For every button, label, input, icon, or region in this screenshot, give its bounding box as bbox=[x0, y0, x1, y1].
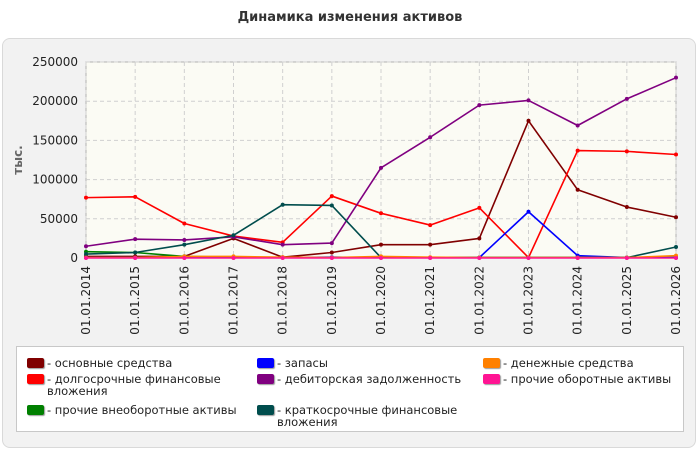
x-tick-label: 01.01.2019 bbox=[325, 266, 339, 335]
data-point bbox=[526, 98, 531, 103]
data-point bbox=[575, 123, 580, 128]
data-point bbox=[575, 187, 580, 192]
data-point bbox=[674, 256, 678, 260]
legend-swatch bbox=[27, 405, 44, 415]
y-tick-label: 150000 bbox=[32, 133, 78, 147]
data-point bbox=[329, 194, 334, 199]
data-point bbox=[526, 209, 531, 214]
x-tick-label: 01.01.2014 bbox=[79, 266, 93, 335]
data-point bbox=[84, 244, 88, 249]
data-point bbox=[231, 233, 236, 238]
data-point bbox=[575, 148, 580, 153]
data-point bbox=[526, 118, 531, 123]
data-point bbox=[624, 96, 629, 101]
data-point bbox=[674, 215, 678, 220]
y-tick-label: 50000 bbox=[40, 212, 78, 226]
x-tick-label: 01.01.2021 bbox=[423, 266, 437, 335]
x-tick-label: 01.01.2026 bbox=[669, 266, 683, 335]
data-point bbox=[674, 75, 678, 80]
data-point bbox=[674, 245, 678, 250]
data-point bbox=[674, 152, 678, 157]
data-point bbox=[133, 256, 138, 260]
legend-swatch bbox=[257, 358, 274, 368]
data-point bbox=[182, 221, 187, 226]
data-point bbox=[428, 242, 433, 247]
data-point bbox=[84, 256, 88, 260]
legend-label: - дебиторская задолженность bbox=[277, 372, 462, 386]
x-tick-label: 01.01.2020 bbox=[374, 266, 388, 335]
y-tick-label: 100000 bbox=[32, 173, 78, 187]
data-point bbox=[329, 256, 334, 260]
data-point bbox=[329, 241, 334, 246]
data-point bbox=[84, 252, 88, 257]
legend-label: - прочие оборотные активы bbox=[503, 372, 672, 386]
legend-label: - долгосрочные финансовые вложения bbox=[47, 372, 221, 398]
x-tick-label: 01.01.2022 bbox=[472, 266, 486, 335]
data-point bbox=[379, 165, 383, 170]
legend-swatch bbox=[257, 374, 274, 384]
y-axis-label: тыс. bbox=[11, 145, 25, 174]
legend-swatch bbox=[257, 405, 274, 415]
legend-swatch bbox=[483, 374, 500, 384]
legend-label: - основные средства bbox=[47, 356, 173, 370]
chart-title: Динамика изменения активов bbox=[237, 10, 463, 25]
x-tick-label: 01.01.2025 bbox=[620, 266, 634, 335]
legend-label: - прочие внеоборотные активы bbox=[47, 403, 237, 417]
data-point bbox=[477, 236, 482, 241]
data-point bbox=[477, 103, 482, 108]
legend-label: - денежные средства bbox=[503, 356, 634, 370]
data-point bbox=[182, 256, 187, 260]
data-point bbox=[133, 237, 138, 242]
x-tick-label: 01.01.2015 bbox=[128, 266, 142, 335]
x-tick-label: 01.01.2016 bbox=[177, 266, 191, 335]
data-point bbox=[84, 195, 88, 200]
data-point bbox=[477, 256, 482, 260]
data-point bbox=[379, 211, 383, 216]
x-tick-label: 01.01.2017 bbox=[227, 266, 241, 335]
data-point bbox=[280, 256, 285, 260]
x-tick-label: 01.01.2018 bbox=[276, 266, 290, 335]
data-point bbox=[379, 242, 383, 247]
data-point bbox=[624, 149, 629, 154]
data-point bbox=[329, 203, 334, 208]
data-point bbox=[133, 250, 138, 255]
legend-swatch bbox=[27, 358, 44, 368]
data-point bbox=[280, 242, 285, 247]
data-point bbox=[182, 242, 187, 247]
data-point bbox=[379, 256, 383, 260]
data-point bbox=[231, 256, 236, 260]
y-tick-label: 250000 bbox=[32, 55, 78, 69]
data-point bbox=[624, 256, 629, 260]
data-point bbox=[477, 205, 482, 210]
legend: - основные средства - долгосрочные финанс… bbox=[16, 346, 684, 432]
data-point bbox=[526, 256, 531, 260]
legend-swatch bbox=[27, 374, 44, 384]
data-point bbox=[428, 223, 433, 228]
legend-swatch bbox=[483, 358, 500, 368]
legend-label: - запасы bbox=[277, 356, 328, 370]
y-tick-label: 0 bbox=[70, 251, 78, 265]
data-point bbox=[182, 237, 187, 242]
data-point bbox=[329, 250, 334, 255]
data-point bbox=[133, 194, 138, 199]
data-point bbox=[624, 205, 629, 210]
legend-label: - краткосрочные финансовые вложения bbox=[277, 403, 458, 429]
x-tick-label: 01.01.2024 bbox=[571, 266, 585, 335]
data-point bbox=[280, 202, 285, 207]
data-point bbox=[428, 135, 433, 140]
data-point bbox=[428, 256, 433, 260]
data-point bbox=[575, 256, 580, 260]
x-tick-label: 01.01.2023 bbox=[522, 266, 536, 335]
y-tick-label: 200000 bbox=[32, 94, 78, 108]
